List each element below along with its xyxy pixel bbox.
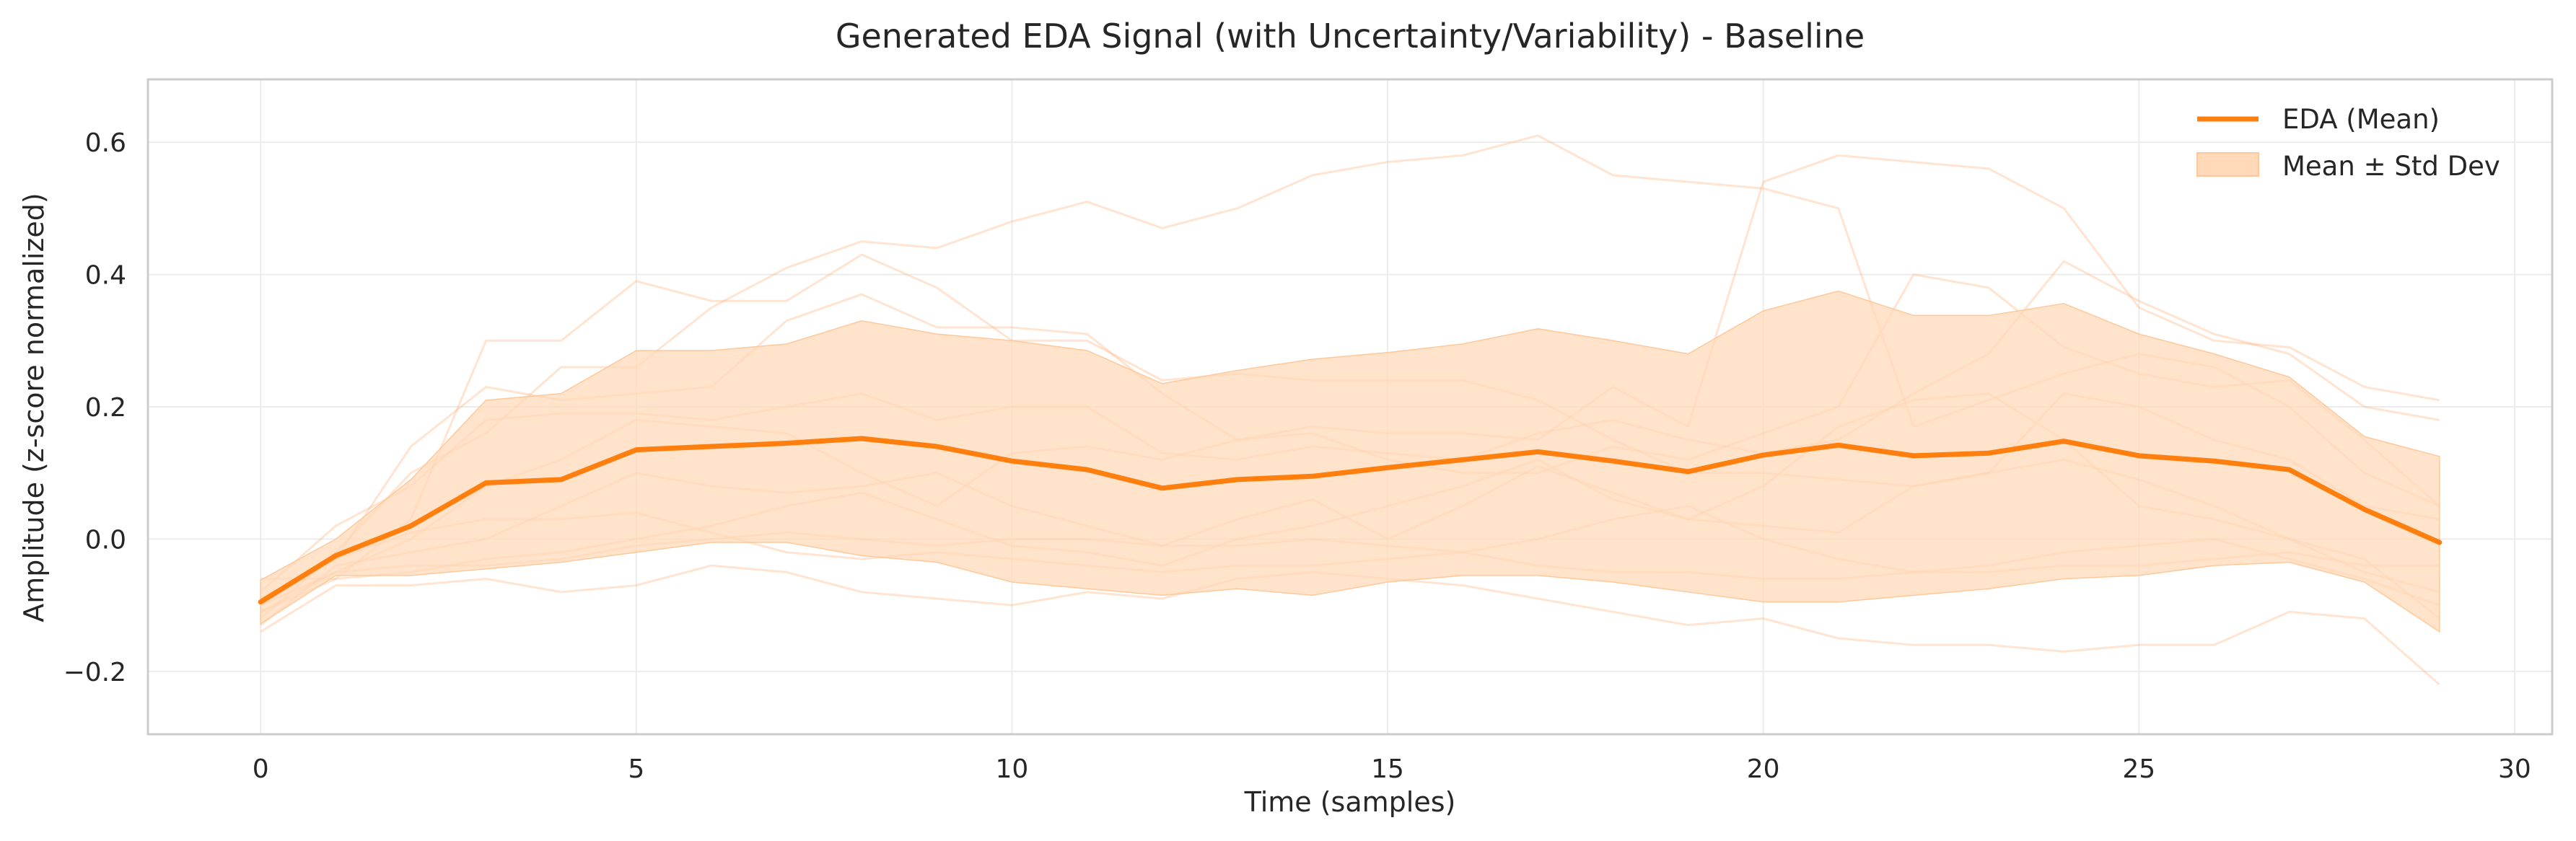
x-tick-label: 25 (2122, 754, 2155, 784)
mean-line (258, 436, 2443, 605)
y-tick-label: 0.4 (85, 261, 126, 291)
x-tick-label: 20 (1747, 754, 1780, 784)
legend-band-swatch (2196, 152, 2259, 177)
x-axis-label: Time (samples) (1244, 786, 1456, 818)
y-axis-ticks: −0.2 0.0 0.2 0.4 0.6 (63, 128, 126, 687)
y-tick-label: 0.0 (85, 525, 126, 555)
x-axis-ticks: 0 5 10 15 20 25 30 (253, 754, 2531, 784)
x-tick-label: 5 (628, 754, 644, 784)
plot-frame (146, 78, 2554, 736)
x-tick-label: 15 (1371, 754, 1404, 784)
y-tick-label: 0.6 (85, 128, 126, 158)
std-dev-band (260, 290, 2440, 633)
y-tick-label: 0.2 (85, 393, 126, 423)
std-band-layer (260, 290, 2440, 633)
legend-mean-label: EDA (Mean) (2282, 104, 2440, 135)
y-axis-label: Amplitude (z-score normalized) (18, 193, 50, 622)
legend: EDA (Mean) Mean ± Std Dev (2196, 104, 2500, 182)
y-tick-label: −0.2 (63, 658, 126, 687)
x-tick-label: 10 (996, 754, 1029, 784)
chart-title: Generated EDA Signal (with Uncertainty/V… (836, 17, 1865, 56)
x-tick-label: 30 (2498, 754, 2531, 784)
x-tick-label: 0 (253, 754, 269, 784)
legend-band-label: Mean ± Std Dev (2282, 151, 2500, 182)
mean-line-layer (258, 436, 2443, 605)
